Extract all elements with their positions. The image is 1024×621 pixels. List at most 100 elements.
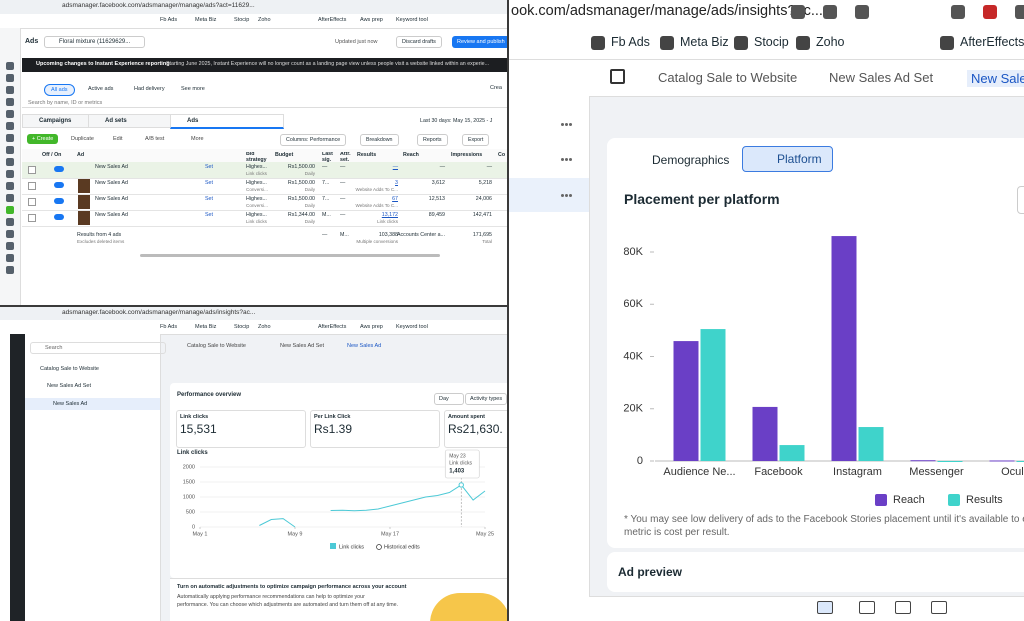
bookmark[interactable]: Keyword tool <box>396 324 428 330</box>
bookmark[interactable]: Meta Biz <box>195 17 217 23</box>
breadcrumb[interactable]: New Sales Ad Set <box>829 70 934 85</box>
more-dot[interactable] <box>565 123 568 126</box>
nav-icon[interactable] <box>6 86 14 94</box>
device-button[interactable] <box>859 601 875 614</box>
select[interactable]: Activity types <box>465 393 507 405</box>
button-primary[interactable]: Review and publish <box>452 36 507 48</box>
more-dot[interactable] <box>565 158 568 161</box>
toolbar-icon[interactable] <box>823 5 837 19</box>
nav-icon[interactable] <box>6 122 14 130</box>
toolbar-button[interactable]: A/B test <box>145 136 165 142</box>
create-short: Crea <box>490 85 502 91</box>
nav-icon[interactable] <box>6 134 14 142</box>
tree-item[interactable]: Catalog Sale to Website <box>40 366 99 372</box>
nav-icon[interactable] <box>6 242 14 250</box>
toolbar-button[interactable]: Breakdown <box>360 134 399 146</box>
bookmark[interactable]: AfterEffects <box>318 17 347 23</box>
card <box>607 552 1024 592</box>
bookmark[interactable]: Stocip <box>234 324 250 330</box>
tab[interactable]: Demographics <box>652 153 730 167</box>
toggle[interactable] <box>54 214 64 220</box>
breadcrumb[interactable]: New Sales Ad <box>347 343 382 349</box>
nav-icon[interactable] <box>6 110 14 118</box>
toggle[interactable] <box>54 182 64 188</box>
device-button[interactable] <box>895 601 911 614</box>
toolbar-icon[interactable] <box>951 5 965 19</box>
bookmark[interactable]: AfterEffects <box>318 324 347 330</box>
breadcrumb[interactable]: Catalog Sale to Website <box>187 343 246 349</box>
device-button[interactable] <box>817 601 833 614</box>
toolbar-button[interactable]: + Create <box>27 134 59 144</box>
nav-icon[interactable] <box>6 230 14 238</box>
bookmark[interactable]: AfterEffects <box>960 35 1024 49</box>
nav-icon[interactable] <box>6 194 14 202</box>
bookmark[interactable]: Aws prep <box>360 17 383 23</box>
nav-icon[interactable] <box>6 62 14 70</box>
bookmark[interactable]: Fb Ads <box>611 35 650 49</box>
toggle[interactable] <box>54 166 64 172</box>
bookmark[interactable]: Zoho <box>258 17 271 23</box>
nav-icon[interactable] <box>6 206 14 214</box>
nav-icon[interactable] <box>6 74 14 82</box>
checkbox[interactable] <box>28 166 36 174</box>
toolbar-icon[interactable] <box>983 5 997 19</box>
nav-icon[interactable] <box>6 218 14 226</box>
toolbar-icon[interactable] <box>855 5 869 19</box>
bookmark[interactable]: Aws prep <box>360 324 383 330</box>
checkbox[interactable] <box>28 182 36 190</box>
bookmark[interactable]: Zoho <box>816 35 845 49</box>
toolbar-button[interactable]: Edit <box>113 136 123 142</box>
tree-item[interactable]: New Sales Ad Set <box>47 383 92 389</box>
checkbox[interactable] <box>28 214 36 222</box>
tab[interactable]: Ad sets <box>88 114 184 128</box>
toolbar-button[interactable]: More <box>191 136 204 142</box>
nav-icon[interactable] <box>6 98 14 106</box>
tab-selected[interactable]: Platform <box>742 146 833 172</box>
more-dot[interactable] <box>561 194 564 197</box>
toolbar-button[interactable]: Columns: Performance <box>280 134 347 146</box>
filter-chip[interactable]: See more <box>181 86 205 92</box>
tree-item[interactable]: New Sales Ad <box>53 401 88 407</box>
more-dot[interactable] <box>561 123 564 126</box>
more-dot[interactable] <box>561 158 564 161</box>
more-dot[interactable] <box>565 194 568 197</box>
account-select[interactable]: Floral mixture (11629629... <box>44 36 145 48</box>
bookmark[interactable]: Zoho <box>258 324 271 330</box>
toolbar-button[interactable]: Duplicate <box>71 136 94 142</box>
more-dot[interactable] <box>569 158 572 161</box>
bookmark[interactable]: Meta Biz <box>680 35 729 49</box>
panel-icon[interactable] <box>610 69 625 84</box>
tab[interactable]: Ads <box>170 114 284 129</box>
more-dot[interactable] <box>569 194 572 197</box>
toggle[interactable] <box>54 198 64 204</box>
nav-icon[interactable] <box>6 146 14 154</box>
bookmark[interactable]: Stocip <box>754 35 789 49</box>
search[interactable]: Search <box>30 342 166 354</box>
toolbar-button[interactable]: Export <box>462 134 490 146</box>
breadcrumb[interactable]: New Sales Ad Set <box>280 343 325 349</box>
breadcrumb[interactable]: Catalog Sale to Website <box>658 70 798 85</box>
bookmark[interactable]: Fb Ads <box>160 324 178 330</box>
bookmark[interactable]: Fb Ads <box>160 17 178 23</box>
filter-chip[interactable]: All ads <box>44 84 75 96</box>
select[interactable]: Day <box>434 393 464 405</box>
checkbox[interactable] <box>28 198 36 206</box>
filter-chip[interactable]: Active ads <box>88 86 114 92</box>
toolbar-icon[interactable] <box>1015 5 1024 19</box>
bookmark[interactable]: Keyword tool <box>396 17 428 23</box>
bookmark[interactable]: Stocip <box>234 17 250 23</box>
device-button[interactable] <box>931 601 947 614</box>
nav-icon[interactable] <box>6 182 14 190</box>
button[interactable]: Discard drafts <box>396 36 442 48</box>
nav-icon[interactable] <box>6 170 14 178</box>
filter-chip[interactable]: Had delivery <box>134 86 165 92</box>
more-dot[interactable] <box>569 123 572 126</box>
nav-icon[interactable] <box>6 266 14 274</box>
bookmark[interactable]: Meta Biz <box>195 324 217 330</box>
nav-icon[interactable] <box>6 158 14 166</box>
toolbar-button[interactable]: Reports <box>417 134 448 146</box>
nav-icon[interactable] <box>6 254 14 262</box>
cell: Rs1,344.00 <box>287 212 315 218</box>
breadcrumb[interactable]: New Sales <box>967 70 1024 87</box>
toolbar-icon[interactable] <box>791 5 805 19</box>
